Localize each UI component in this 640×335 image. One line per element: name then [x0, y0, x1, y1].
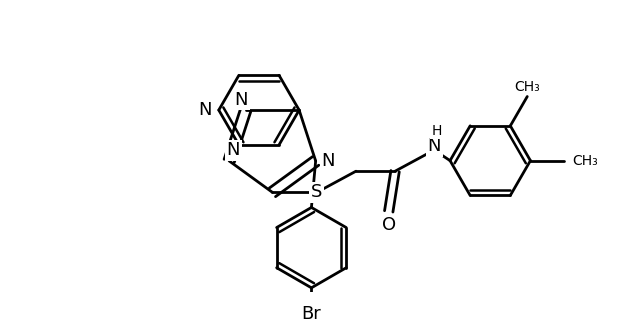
Text: CH₃: CH₃: [515, 80, 540, 94]
Text: H: H: [431, 124, 442, 138]
Text: N: N: [428, 137, 441, 155]
Text: CH₃: CH₃: [573, 154, 598, 168]
Text: S: S: [311, 183, 323, 201]
Text: O: O: [381, 216, 396, 234]
Text: Br: Br: [301, 305, 321, 323]
Text: N: N: [321, 152, 335, 170]
Text: N: N: [198, 101, 212, 119]
Text: N: N: [227, 141, 240, 159]
Text: N: N: [235, 90, 248, 109]
